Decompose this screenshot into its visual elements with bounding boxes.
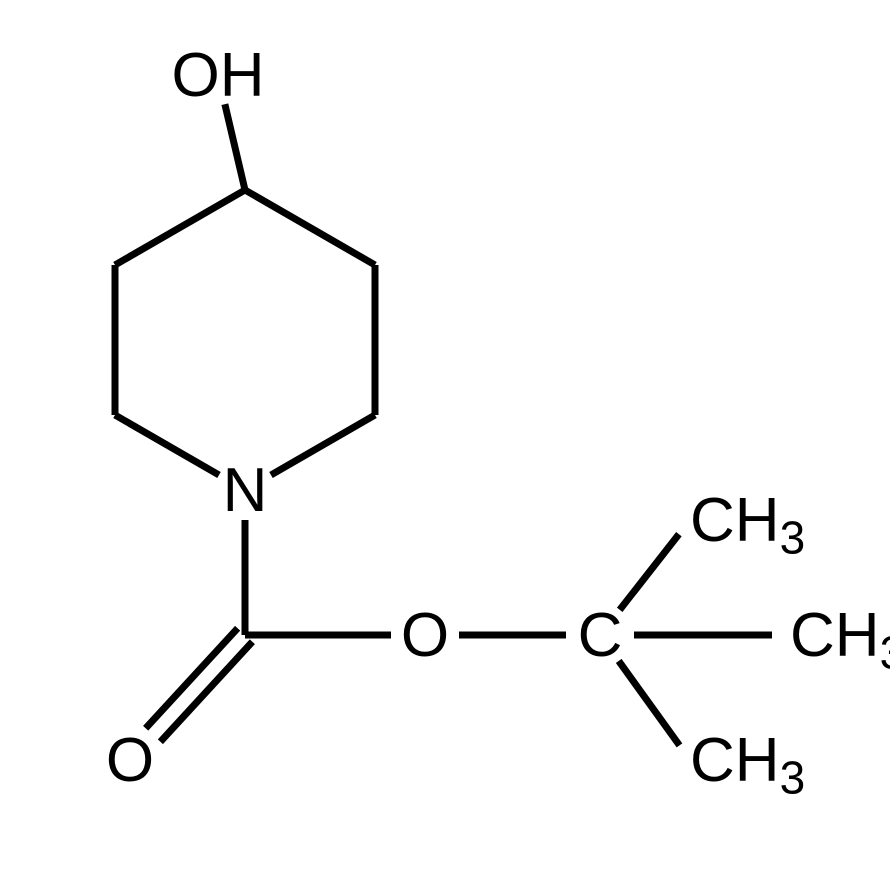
atom-label-N: N: [223, 456, 268, 525]
bond-C4-C3: [115, 190, 245, 265]
atom-label-CH3a: CH3: [690, 486, 805, 564]
bond-C2-N: [115, 415, 219, 475]
bond-Ct-CH3a: [620, 534, 679, 610]
molecule-canvas: OH N O O C CH3 CH3 CH3: [0, 0, 890, 890]
bond-C6-N: [271, 415, 375, 475]
bond-Ccarb-Ocarb: [146, 628, 238, 728]
atom-label-CH3b: CH3: [790, 601, 890, 679]
bond-OH-C4: [225, 104, 245, 190]
atom-label-Ocarb: O: [106, 726, 154, 795]
bond-Ccarb-Ocarb: [160, 642, 252, 742]
atom-label-OH: OH: [172, 41, 265, 110]
bond-Ct-CH3c: [619, 661, 680, 745]
atom-label-CH3c: CH3: [690, 726, 805, 804]
bond-C4-C5: [245, 190, 375, 265]
atom-label-Oester: O: [401, 601, 449, 670]
atom-label-Ct: C: [578, 601, 623, 670]
